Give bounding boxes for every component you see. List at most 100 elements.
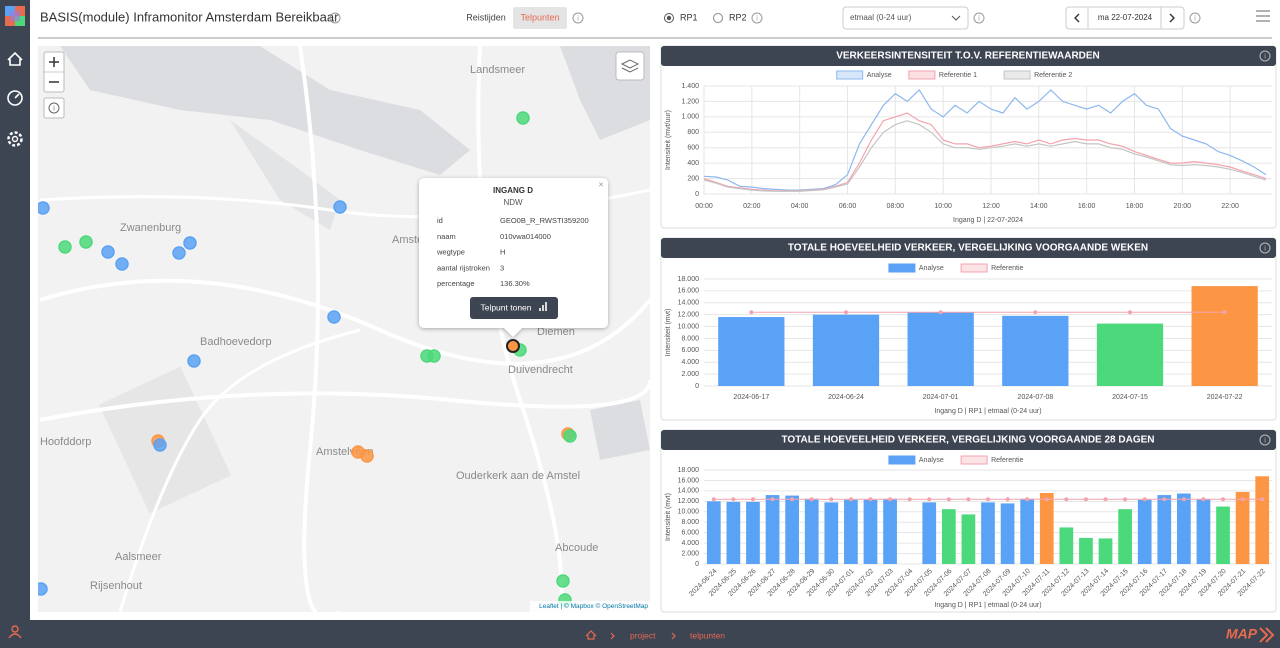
y-tick-label: 8.000 bbox=[681, 519, 699, 526]
footer bbox=[30, 620, 1280, 648]
tab-active[interactable]: Telpunten bbox=[520, 12, 559, 22]
legend-swatch[interactable] bbox=[960, 455, 988, 465]
info-i: i bbox=[1264, 245, 1266, 252]
legend-label[interactable]: Analyse bbox=[867, 72, 892, 79]
menu-icon[interactable] bbox=[1256, 10, 1270, 22]
y-axis-label: Intensiteit (mvt) bbox=[665, 309, 672, 357]
attribution[interactable]: Leaflet | © Mapbox © OpenStreetMap bbox=[539, 602, 648, 610]
x-tick-label: 10:00 bbox=[934, 203, 952, 210]
popup-close[interactable]: × bbox=[598, 179, 603, 189]
map-label: Zwanenburg bbox=[120, 222, 181, 234]
map-marker[interactable] bbox=[35, 582, 48, 596]
info-icon[interactable]: i bbox=[1259, 242, 1271, 254]
tab[interactable]: Reistijden bbox=[466, 12, 506, 22]
map-marker[interactable] bbox=[187, 354, 201, 368]
period-select[interactable] bbox=[842, 6, 969, 30]
info-i: i bbox=[1264, 437, 1266, 444]
legend-swatch[interactable] bbox=[1003, 70, 1031, 80]
popup-button-label[interactable]: Telpunt tonen bbox=[480, 302, 531, 312]
info-icon[interactable]: i bbox=[1259, 434, 1271, 446]
info-icon[interactable]: i bbox=[329, 12, 341, 24]
map-marker[interactable] bbox=[563, 429, 577, 443]
breadcrumb-item[interactable]: project bbox=[630, 630, 656, 640]
legend-label[interactable]: Referentie 1 bbox=[939, 72, 977, 79]
radio[interactable] bbox=[713, 13, 723, 23]
legend-swatch[interactable] bbox=[960, 263, 988, 273]
map-marker[interactable] bbox=[101, 245, 115, 259]
legend-swatch[interactable] bbox=[888, 455, 916, 465]
reference-point bbox=[1240, 497, 1245, 502]
map-marker[interactable] bbox=[37, 201, 50, 215]
map-marker[interactable] bbox=[115, 257, 129, 271]
map-marker[interactable] bbox=[79, 235, 93, 249]
info-icon[interactable]: i bbox=[751, 12, 763, 24]
y-tick-label: 16.000 bbox=[678, 288, 700, 295]
map-marker[interactable] bbox=[183, 236, 197, 250]
map-info-button[interactable]: i bbox=[43, 97, 65, 119]
breadcrumb-item[interactable]: telpunten bbox=[690, 630, 725, 640]
settings-icon[interactable] bbox=[7, 131, 23, 147]
legend-label[interactable]: Referentie bbox=[991, 265, 1023, 272]
water bbox=[60, 46, 470, 175]
y-tick-label: 10.000 bbox=[678, 323, 700, 330]
reference-point bbox=[1201, 497, 1206, 502]
legend-label[interactable]: Analyse bbox=[919, 265, 944, 272]
popup-button[interactable] bbox=[470, 297, 558, 319]
legend-label[interactable]: Referentie 2 bbox=[1034, 72, 1072, 79]
map-marker[interactable] bbox=[327, 310, 341, 324]
road bbox=[118, 328, 361, 612]
reference-point bbox=[790, 497, 795, 502]
y-tick-label: 1.400 bbox=[681, 83, 699, 90]
map[interactable]: Landsmeer Zwanenburg Badhoevedorp Hoofddorp… bbox=[35, 46, 650, 618]
chart-panel: TOTALE HOEVEELHEID VERKEER, VERGELIJKING… bbox=[660, 237, 1277, 421]
popup-key: id bbox=[437, 216, 443, 225]
legend-swatch[interactable] bbox=[836, 70, 864, 80]
zoom-in[interactable] bbox=[49, 57, 59, 67]
info-icon[interactable]: i bbox=[1259, 50, 1271, 62]
bar bbox=[1118, 509, 1132, 564]
x-axis-label: Ingang D | RP1 | etmaal (0-24 uur) bbox=[934, 602, 1041, 609]
logo bbox=[5, 6, 25, 26]
legend-label[interactable]: Analyse bbox=[919, 457, 944, 464]
map-marker-selected[interactable] bbox=[506, 339, 520, 353]
legend-swatch[interactable] bbox=[888, 263, 916, 273]
map-marker[interactable] bbox=[333, 200, 347, 214]
map-marker[interactable] bbox=[360, 449, 374, 463]
map-label: Hoofddorp bbox=[40, 436, 91, 448]
user-icon[interactable] bbox=[8, 625, 22, 639]
bar bbox=[941, 509, 956, 564]
info-icon[interactable]: i bbox=[572, 12, 584, 24]
chart-panel: TOTALE HOEVEELHEID VERKEER, VERGELIJKING… bbox=[660, 429, 1277, 613]
map-marker[interactable] bbox=[516, 111, 530, 125]
x-axis-label: Ingang D | RP1 | etmaal (0-24 uur) bbox=[934, 408, 1041, 415]
map-marker[interactable] bbox=[172, 246, 186, 260]
x-tick-label: 2024-07-22 bbox=[1207, 394, 1243, 401]
date-value[interactable]: ma 22-07-2024 bbox=[1098, 13, 1153, 22]
next-date[interactable] bbox=[1169, 13, 1175, 23]
bar bbox=[812, 314, 880, 386]
info-icon[interactable]: i bbox=[1189, 12, 1201, 24]
legend-swatch[interactable] bbox=[908, 70, 936, 80]
prev-date[interactable] bbox=[1074, 13, 1080, 23]
layers-button[interactable] bbox=[615, 51, 645, 81]
x-tick-label: 06:00 bbox=[839, 203, 857, 210]
map-marker[interactable] bbox=[58, 240, 72, 254]
legend-label[interactable]: Referentie bbox=[991, 457, 1023, 464]
home-icon[interactable] bbox=[7, 51, 23, 66]
reference-point bbox=[1221, 497, 1226, 502]
bar bbox=[1002, 315, 1069, 386]
map-marker[interactable] bbox=[427, 349, 441, 363]
dashboard-icon[interactable] bbox=[7, 90, 23, 106]
map-marker[interactable] bbox=[556, 574, 570, 588]
popup-key: percentage bbox=[437, 279, 475, 288]
map-marker[interactable] bbox=[153, 438, 167, 452]
radio-checked[interactable] bbox=[664, 13, 674, 23]
reference-point bbox=[1128, 310, 1132, 315]
info-icon[interactable]: i bbox=[973, 12, 985, 24]
x-tick-label: 2024-06-17 bbox=[733, 394, 769, 401]
tab-active-bg bbox=[513, 7, 567, 29]
breadcrumb-home[interactable] bbox=[585, 630, 597, 640]
svg-text:i: i bbox=[1194, 15, 1196, 22]
reference-point bbox=[1044, 497, 1049, 502]
